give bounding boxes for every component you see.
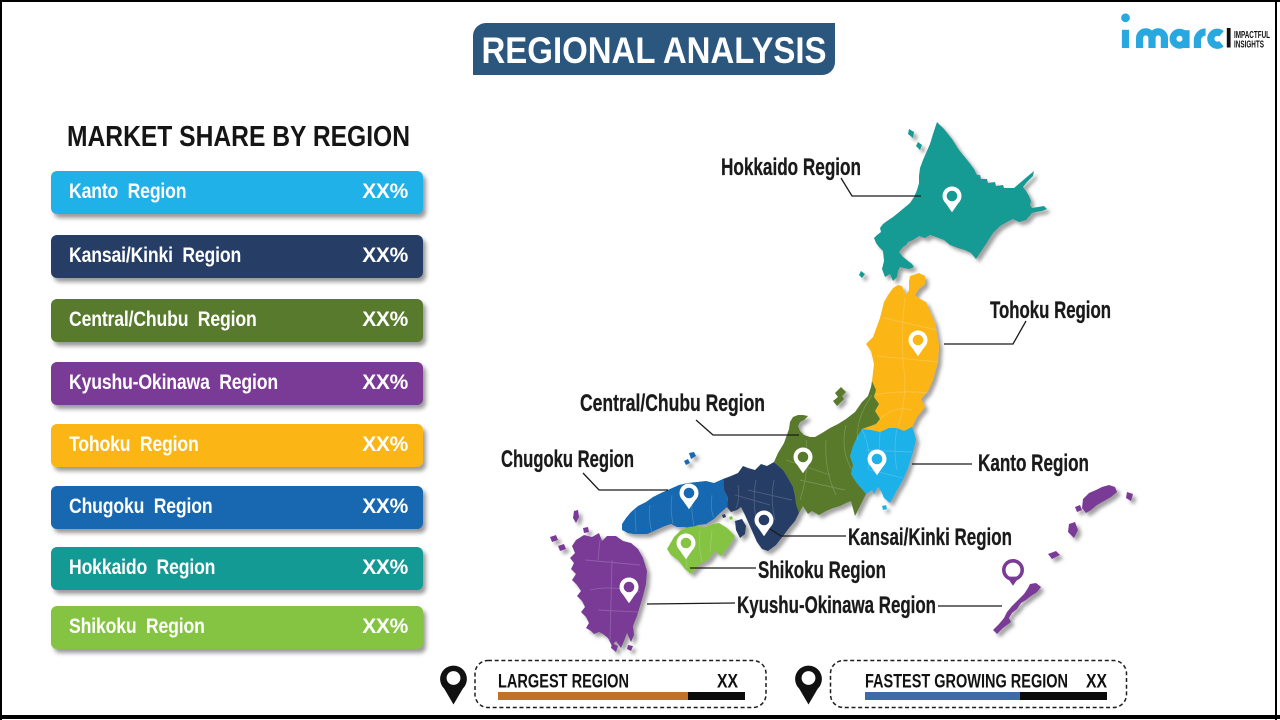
svg-text:INSIGHTS: INSIGHTS bbox=[1234, 40, 1264, 51]
svg-text:XX: XX bbox=[1086, 671, 1107, 693]
svg-text:Central/Chubu Region: Central/Chubu Region bbox=[580, 390, 765, 417]
svg-text:LARGEST REGION: LARGEST REGION bbox=[498, 671, 629, 693]
svg-text:Kansai/Kinki Region: Kansai/Kinki Region bbox=[848, 524, 1012, 551]
svg-text:Kyushu-Okinawa Region: Kyushu-Okinawa Region bbox=[737, 592, 936, 619]
svg-text:Hokkaido Region: Hokkaido Region bbox=[721, 154, 861, 181]
svg-text:Tohoku Region: Tohoku Region bbox=[990, 297, 1111, 324]
svg-text:REGIONAL ANALYSIS: REGIONAL ANALYSIS bbox=[482, 30, 827, 71]
svg-text:Chugoku Region: Chugoku Region bbox=[501, 446, 634, 473]
svg-text:IMPACTFUL: IMPACTFUL bbox=[1234, 30, 1270, 41]
svg-text:XX: XX bbox=[717, 671, 738, 693]
svg-text:Shikoku Region: Shikoku Region bbox=[758, 557, 886, 584]
svg-text:MARKET SHARE BY REGION: MARKET SHARE BY REGION bbox=[67, 121, 410, 153]
svg-text:Kanto Region: Kanto Region bbox=[978, 450, 1089, 477]
svg-text:FASTEST GROWING REGION: FASTEST GROWING REGION bbox=[865, 671, 1068, 693]
